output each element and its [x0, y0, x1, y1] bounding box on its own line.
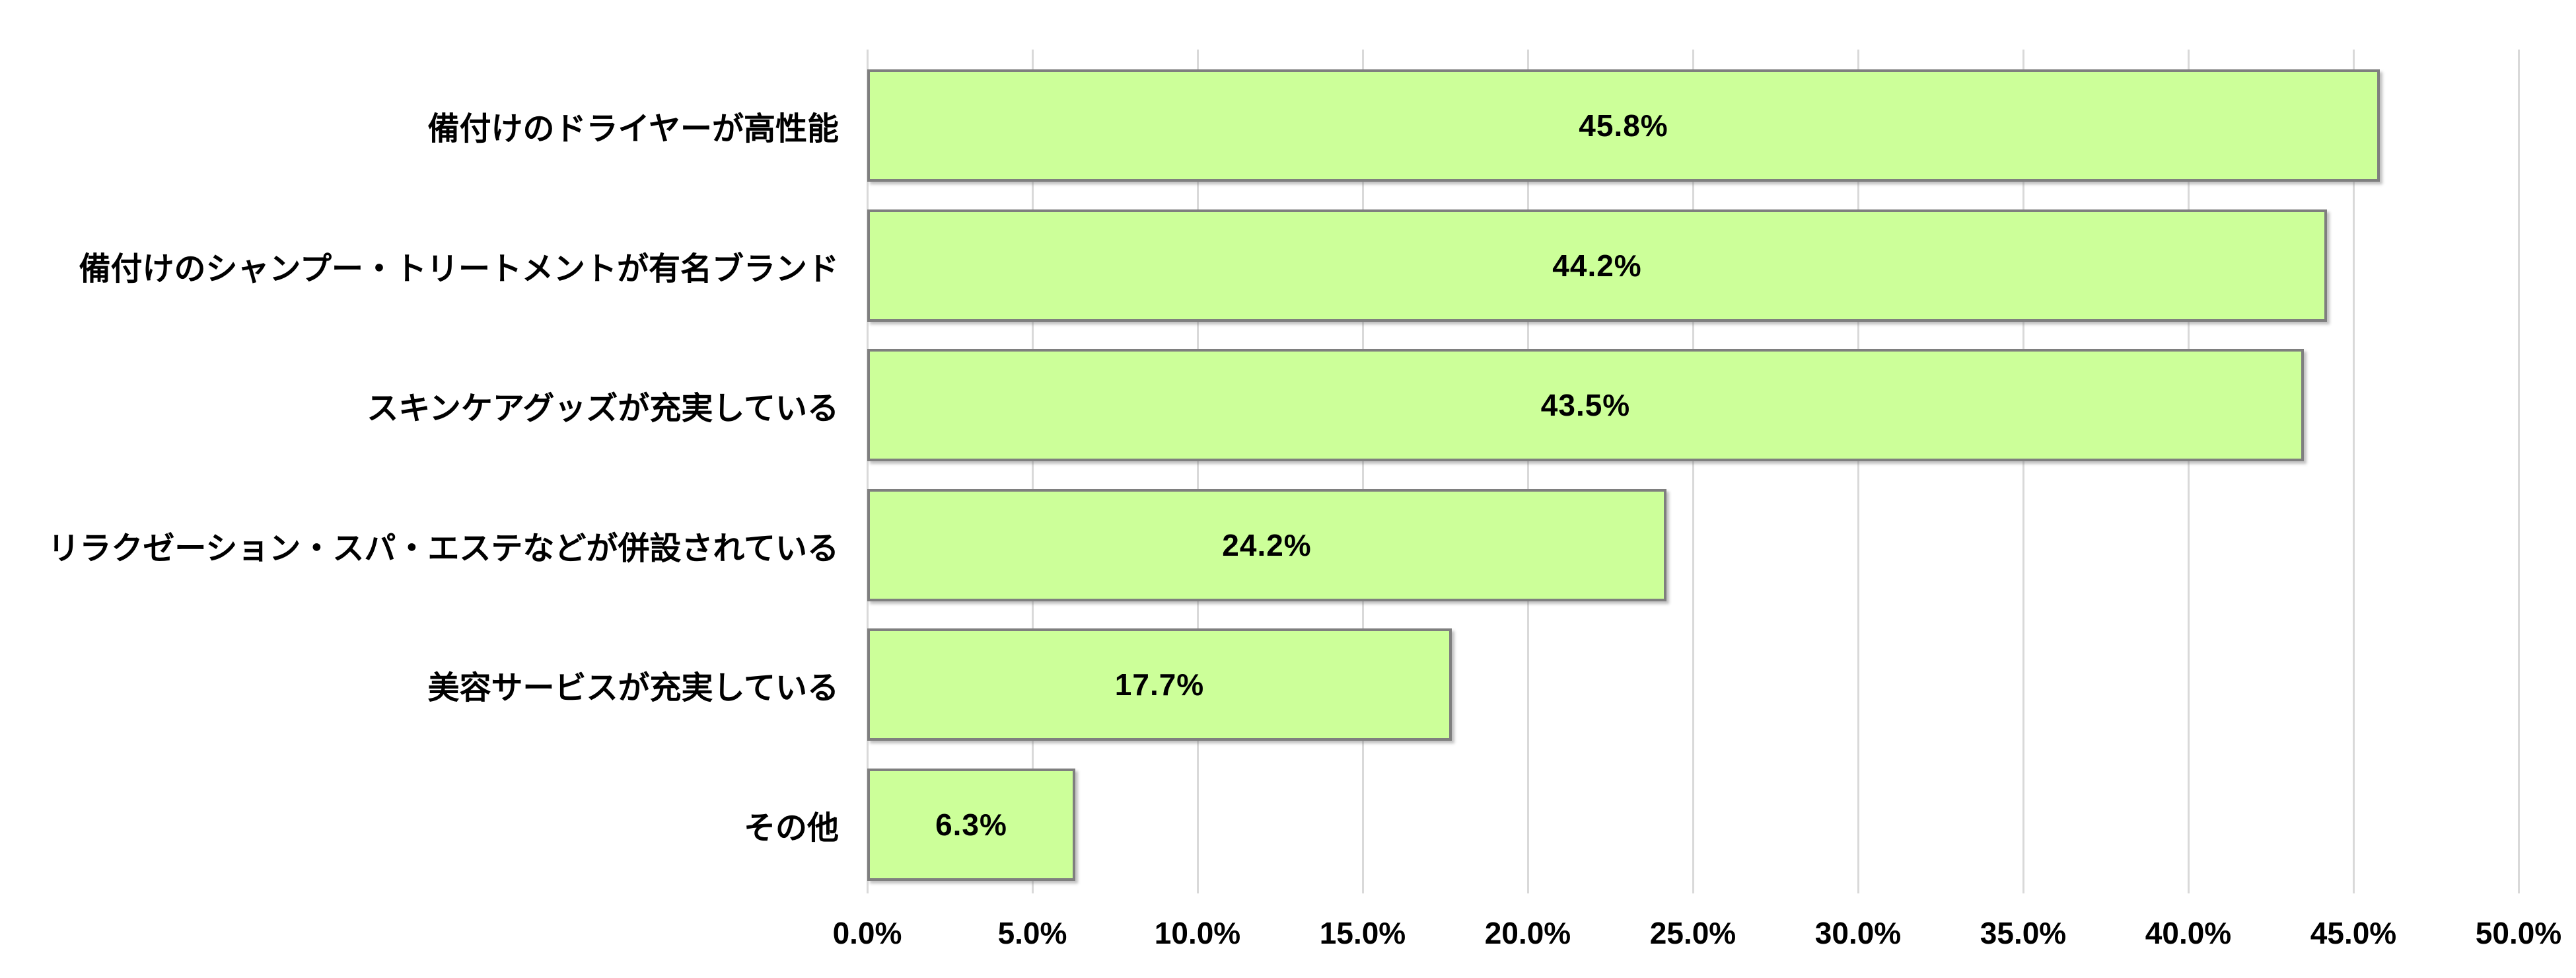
gridline: [1196, 50, 1199, 893]
bar: 24.2%: [867, 488, 1666, 601]
bar-data-label: 24.2%: [1222, 527, 1312, 562]
bar: 45.8%: [867, 69, 2380, 182]
bar: 43.5%: [867, 349, 2304, 462]
bar: 44.2%: [867, 209, 2327, 322]
x-axis-tick-label: 50.0%: [2475, 916, 2562, 950]
x-axis-tick-label: 25.0%: [1649, 916, 1736, 950]
category-label: スキンケアグッズが充実している: [367, 391, 839, 427]
gridline: [866, 50, 869, 893]
x-axis-tick-label: 0.0%: [832, 916, 902, 950]
bar: 6.3%: [867, 769, 1075, 881]
gridline: [2022, 50, 2024, 893]
gridline: [2517, 50, 2520, 893]
bar-data-label: 44.2%: [1552, 248, 1642, 283]
bar-data-label: 43.5%: [1540, 388, 1631, 423]
gridline: [1857, 50, 1859, 893]
gridline: [1361, 50, 1364, 893]
bar: 17.7%: [867, 628, 1452, 741]
x-axis-tick-label: 35.0%: [1980, 916, 2067, 950]
category-label: 備付けのドライヤーが高性能: [427, 112, 839, 147]
x-axis-tick-label: 40.0%: [2145, 916, 2232, 950]
x-axis-tick-label: 15.0%: [1319, 916, 1406, 950]
x-axis-tick-label: 20.0%: [1484, 916, 1571, 950]
gridline: [2352, 50, 2355, 893]
gridline: [2187, 50, 2190, 893]
bar-data-label: 45.8%: [1579, 108, 1668, 143]
x-axis-tick-label: 10.0%: [1154, 916, 1241, 950]
bar-data-label: 17.7%: [1114, 667, 1205, 702]
gridline: [1526, 50, 1529, 893]
category-label: リラクゼーション・スパ・エステなどが併設されている: [48, 531, 839, 566]
x-axis-tick-label: 30.0%: [1814, 916, 1902, 950]
x-axis-tick-label: 5.0%: [997, 916, 1067, 950]
gridline: [1692, 50, 1694, 893]
x-axis-tick-label: 45.0%: [2310, 916, 2397, 950]
bar-data-label: 6.3%: [935, 808, 1007, 842]
category-label: 美容サービスが充実している: [427, 671, 839, 706]
category-label: 備付けのシャンプー・トリートメントが有名ブランド: [79, 251, 839, 287]
gridline: [1031, 50, 1034, 893]
category-label: その他: [743, 811, 839, 846]
